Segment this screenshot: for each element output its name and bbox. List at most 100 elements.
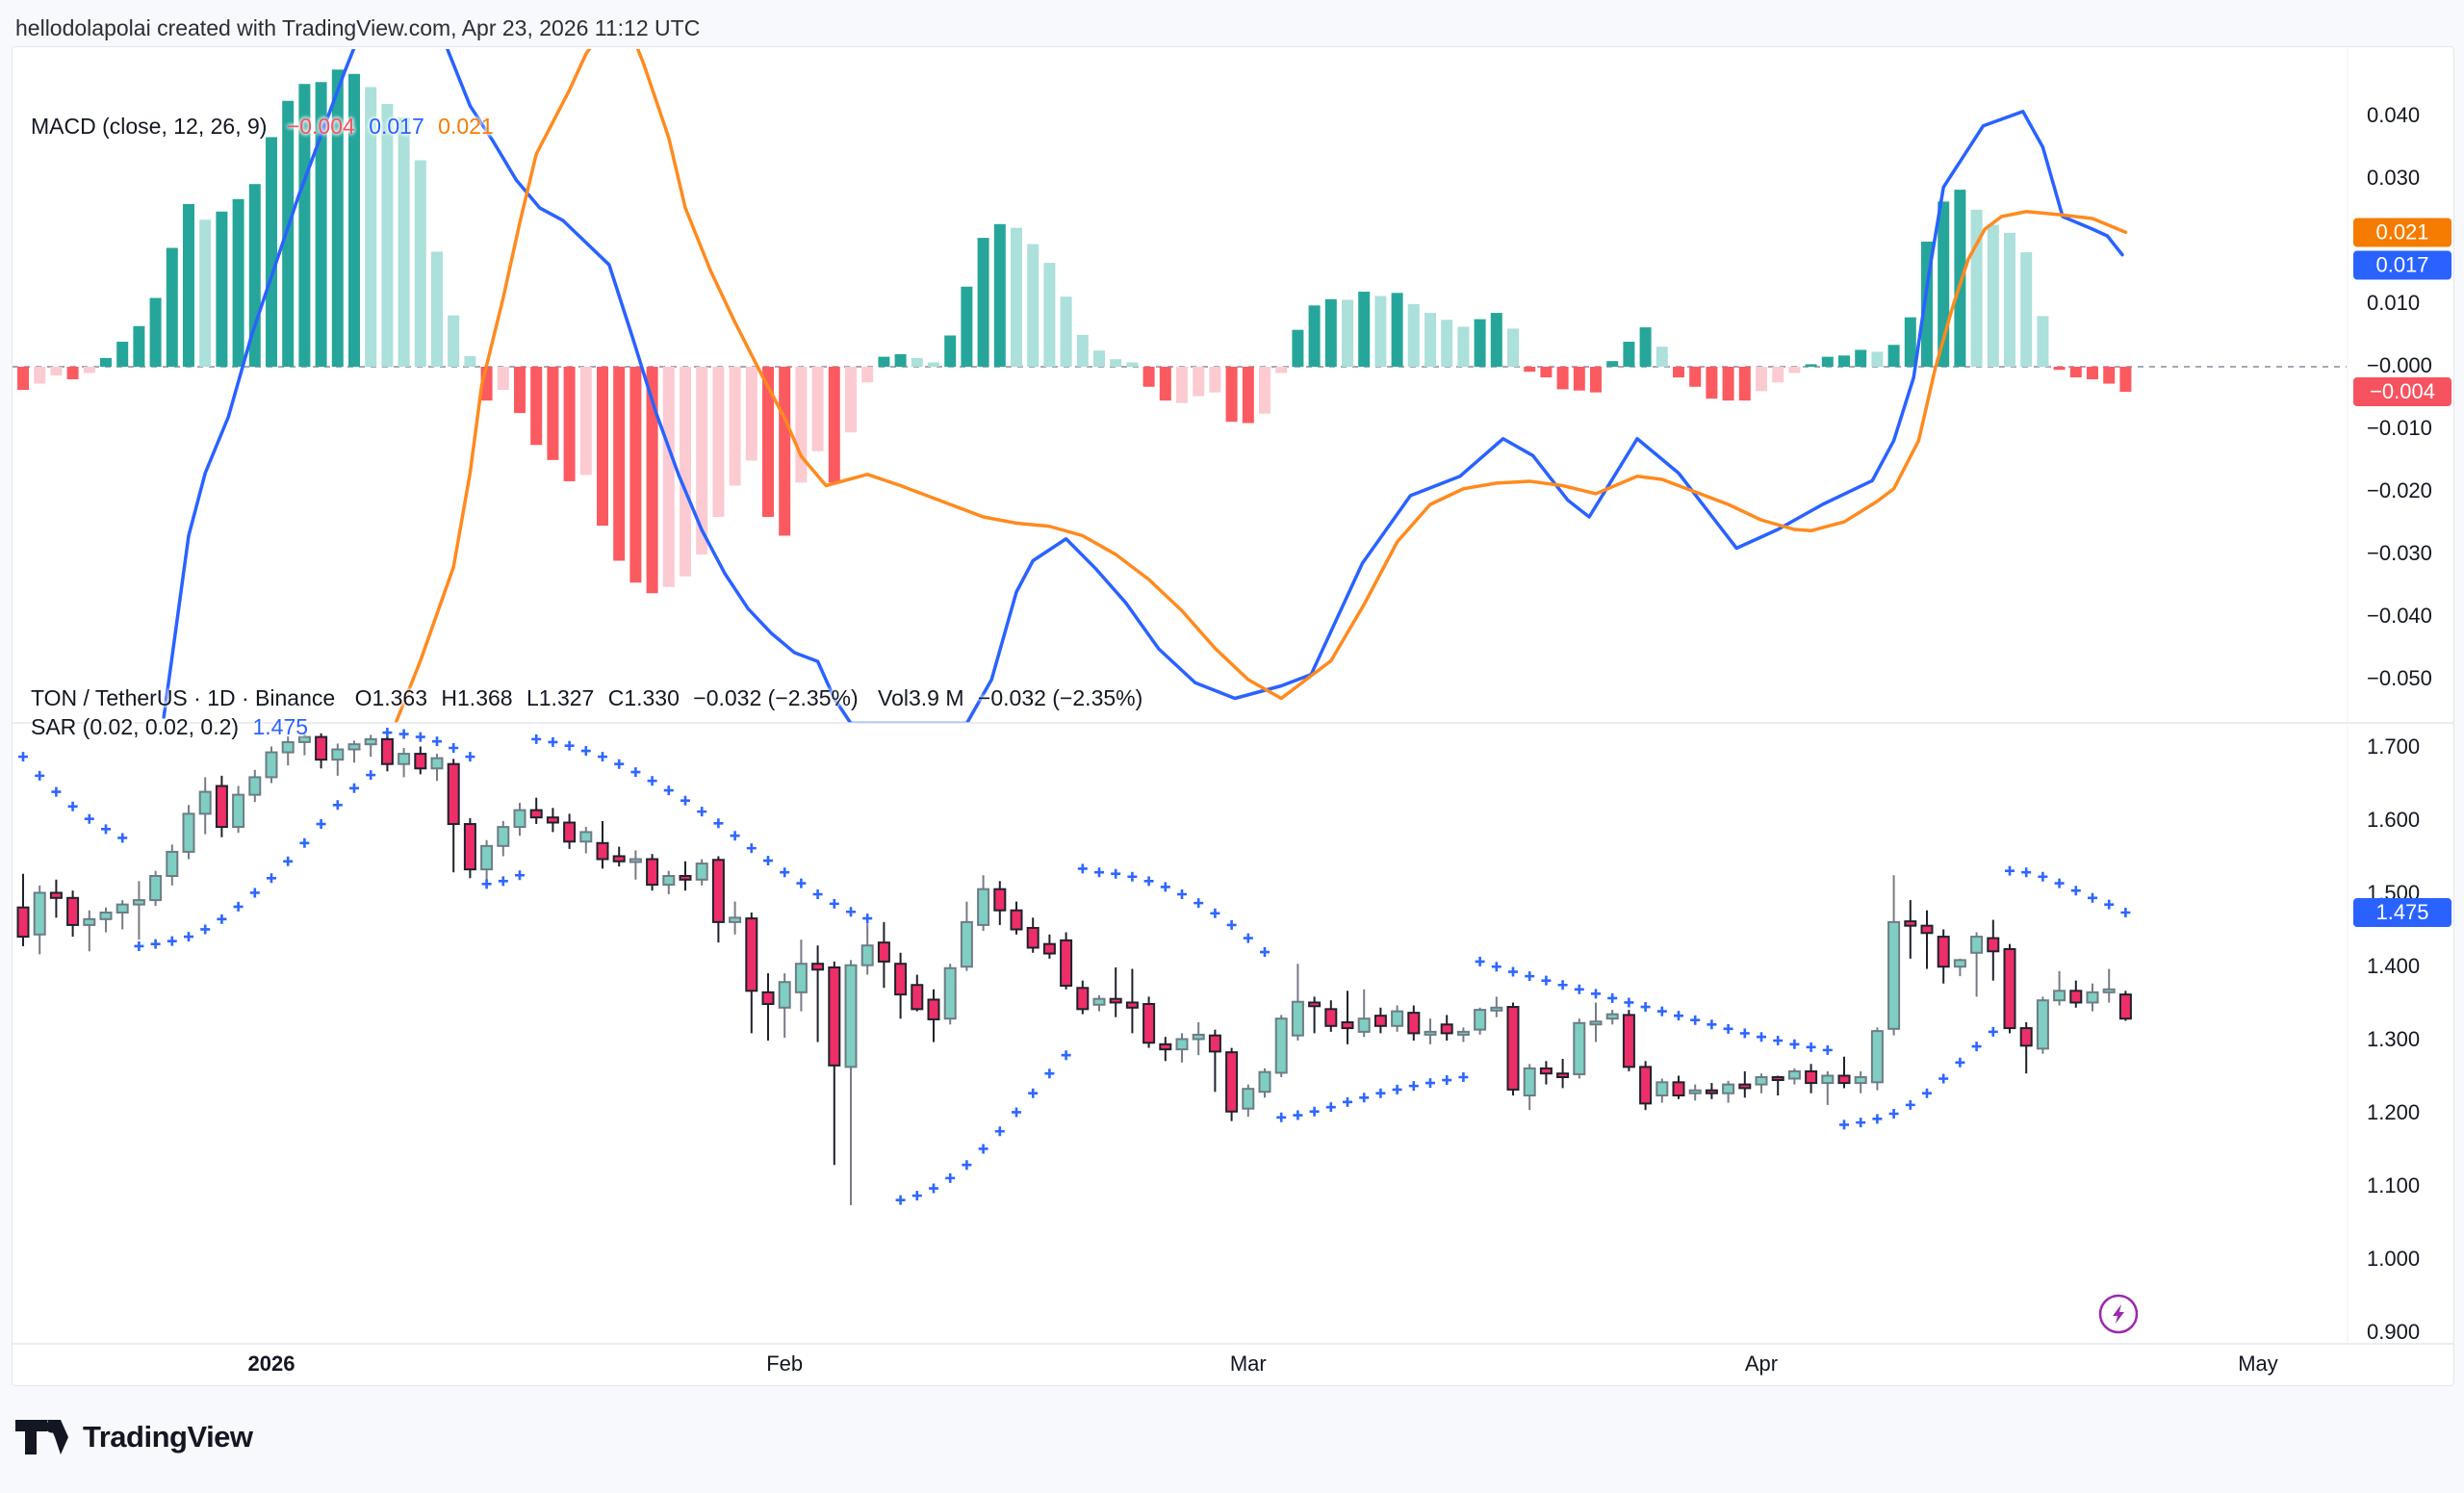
sar-dot	[1938, 1073, 1949, 1084]
sar-dot	[134, 940, 144, 951]
price-axis-tick[interactable]: 1.200	[2367, 1100, 2420, 1124]
change-value-2: −0.032 (−2.35%)	[977, 685, 1143, 710]
lightning-circle	[2098, 1294, 2139, 1334]
price-axis-tick[interactable]: 1.300	[2367, 1027, 2420, 1051]
time-axis-label[interactable]: Mar	[1230, 1351, 1267, 1376]
price-axis-tick[interactable]: 1.700	[2367, 734, 2420, 759]
sar-legend-title: SAR (0.02, 0.02, 0.2)	[31, 714, 240, 739]
candle-body	[331, 748, 345, 761]
candle-body	[1225, 1051, 1239, 1113]
lightning-button[interactable]	[2098, 1294, 2139, 1334]
ohlc-open: O1.363	[354, 685, 428, 710]
macd-histogram-bar	[662, 367, 675, 587]
sar-dot	[1707, 1019, 1717, 1030]
sar-dot	[117, 833, 128, 843]
sar-dot	[663, 785, 674, 796]
sar-dot	[2054, 878, 2065, 888]
macd-axis-tick[interactable]: −0.020	[2367, 478, 2432, 502]
sar-dot	[1757, 1032, 1766, 1043]
candle-body	[1605, 1013, 1619, 1020]
candle-body	[265, 751, 278, 779]
price-axis-tick[interactable]: 1.400	[2367, 954, 2420, 978]
macd-axis-tick[interactable]: 0.040	[2367, 103, 2420, 127]
macd-histogram-bar	[2119, 367, 2132, 392]
candle-body	[1970, 936, 1984, 954]
price-axis-tick[interactable]: 1.600	[2367, 808, 2420, 832]
candle-body	[1805, 1069, 1818, 1085]
candle-body	[1258, 1070, 1271, 1094]
sar-dot	[1012, 1107, 1021, 1118]
price-axis-tick[interactable]: 1.000	[2367, 1247, 2420, 1271]
macd-legend[interactable]: MACD (close, 12, 26, 9) −0.004 0.017 0.0…	[31, 114, 494, 140]
macd-axis-tick[interactable]: −0.010	[2367, 416, 2432, 440]
volume-label: Vol	[878, 685, 909, 710]
candle-body	[182, 812, 195, 853]
macd-histogram-bar	[183, 204, 194, 367]
candle-body	[1904, 920, 1917, 927]
macd-axis-tick[interactable]: −0.040	[2367, 604, 2432, 628]
sar-dot	[1177, 889, 1187, 899]
sar-dot	[1094, 867, 1104, 878]
candle-body	[960, 920, 973, 968]
symbol-legend[interactable]: TON / TetherUS · 1D · Binance O1.363 H1.…	[31, 685, 1142, 711]
sar-dot	[730, 831, 740, 841]
macd-axis-tick[interactable]: −0.000	[2367, 353, 2432, 377]
candle-body	[729, 916, 742, 923]
candle-body	[1953, 959, 1966, 968]
macd-histogram-bar	[398, 117, 410, 368]
candle-body	[877, 941, 890, 963]
sar-dot	[1888, 1109, 1899, 1119]
candle-body	[99, 912, 113, 920]
sar-dot	[167, 936, 177, 946]
candle-body	[761, 991, 775, 1006]
candle-body	[529, 809, 543, 819]
sar-dot	[862, 914, 873, 924]
sar-dot	[548, 736, 558, 747]
macd-histogram-bar	[629, 367, 642, 583]
sar-dot	[415, 732, 425, 742]
candle-body	[281, 740, 295, 754]
macd-histogram-bar	[1093, 350, 1105, 367]
macd-histogram-bar	[1805, 364, 1817, 367]
macd-axis-tick[interactable]: −0.050	[2367, 666, 2432, 690]
tradingview-logo[interactable]: TradingView	[15, 1419, 253, 1455]
sar-dot	[1557, 980, 1568, 991]
candle-body	[1821, 1074, 1835, 1085]
candle-body	[612, 855, 626, 862]
candle-body	[513, 809, 526, 829]
sar-legend[interactable]: SAR (0.02, 0.02, 0.2) 1.475	[31, 714, 308, 740]
sar-dot	[233, 901, 244, 912]
candle-body	[1308, 1001, 1322, 1008]
chart-canvas[interactable]: 0.040 0.030 0.010 −0.000 −0.010 −0.020 −0.030 −…	[13, 47, 2453, 1385]
macd-axis-tick[interactable]: 0.010	[2367, 291, 2420, 315]
macd-signal-line	[394, 49, 2128, 723]
macd-histogram-bar	[381, 104, 394, 367]
sar-dot	[945, 1172, 956, 1183]
macd-histogram-bar	[1756, 367, 1767, 392]
sar-dot	[366, 770, 376, 781]
time-axis-label[interactable]: 2026	[248, 1351, 295, 1376]
macd-value-badge-label: 0.021	[2375, 219, 2428, 244]
time-axis-label[interactable]: Apr	[1745, 1351, 1778, 1376]
macd-histogram-bar	[1159, 367, 1171, 401]
volume-value: 3.9 M	[909, 685, 964, 710]
sar-dot	[1988, 1026, 1998, 1037]
macd-hist-value: −0.004	[286, 114, 355, 139]
sar-dot	[1971, 1042, 1982, 1052]
sar-dot	[432, 736, 442, 747]
macd-histogram-bar	[1126, 362, 1139, 367]
candle-body	[546, 816, 559, 824]
sar-dot	[1226, 919, 1237, 930]
price-axis-tick[interactable]: 1.100	[2367, 1173, 2420, 1197]
sar-dot	[1210, 908, 1220, 918]
sar-dot	[18, 752, 28, 762]
macd-histogram-bar	[1060, 296, 1072, 367]
macd-histogram-bar	[1076, 334, 1089, 367]
price-axis-tick[interactable]: 0.900	[2367, 1320, 2420, 1344]
time-axis-label[interactable]: May	[2238, 1351, 2278, 1376]
candle-body	[662, 875, 676, 887]
macd-histogram-bar	[348, 73, 360, 368]
macd-axis-tick[interactable]: 0.030	[2367, 166, 2420, 190]
macd-axis-tick[interactable]: −0.030	[2367, 541, 2432, 565]
time-axis-label[interactable]: Feb	[766, 1351, 803, 1376]
